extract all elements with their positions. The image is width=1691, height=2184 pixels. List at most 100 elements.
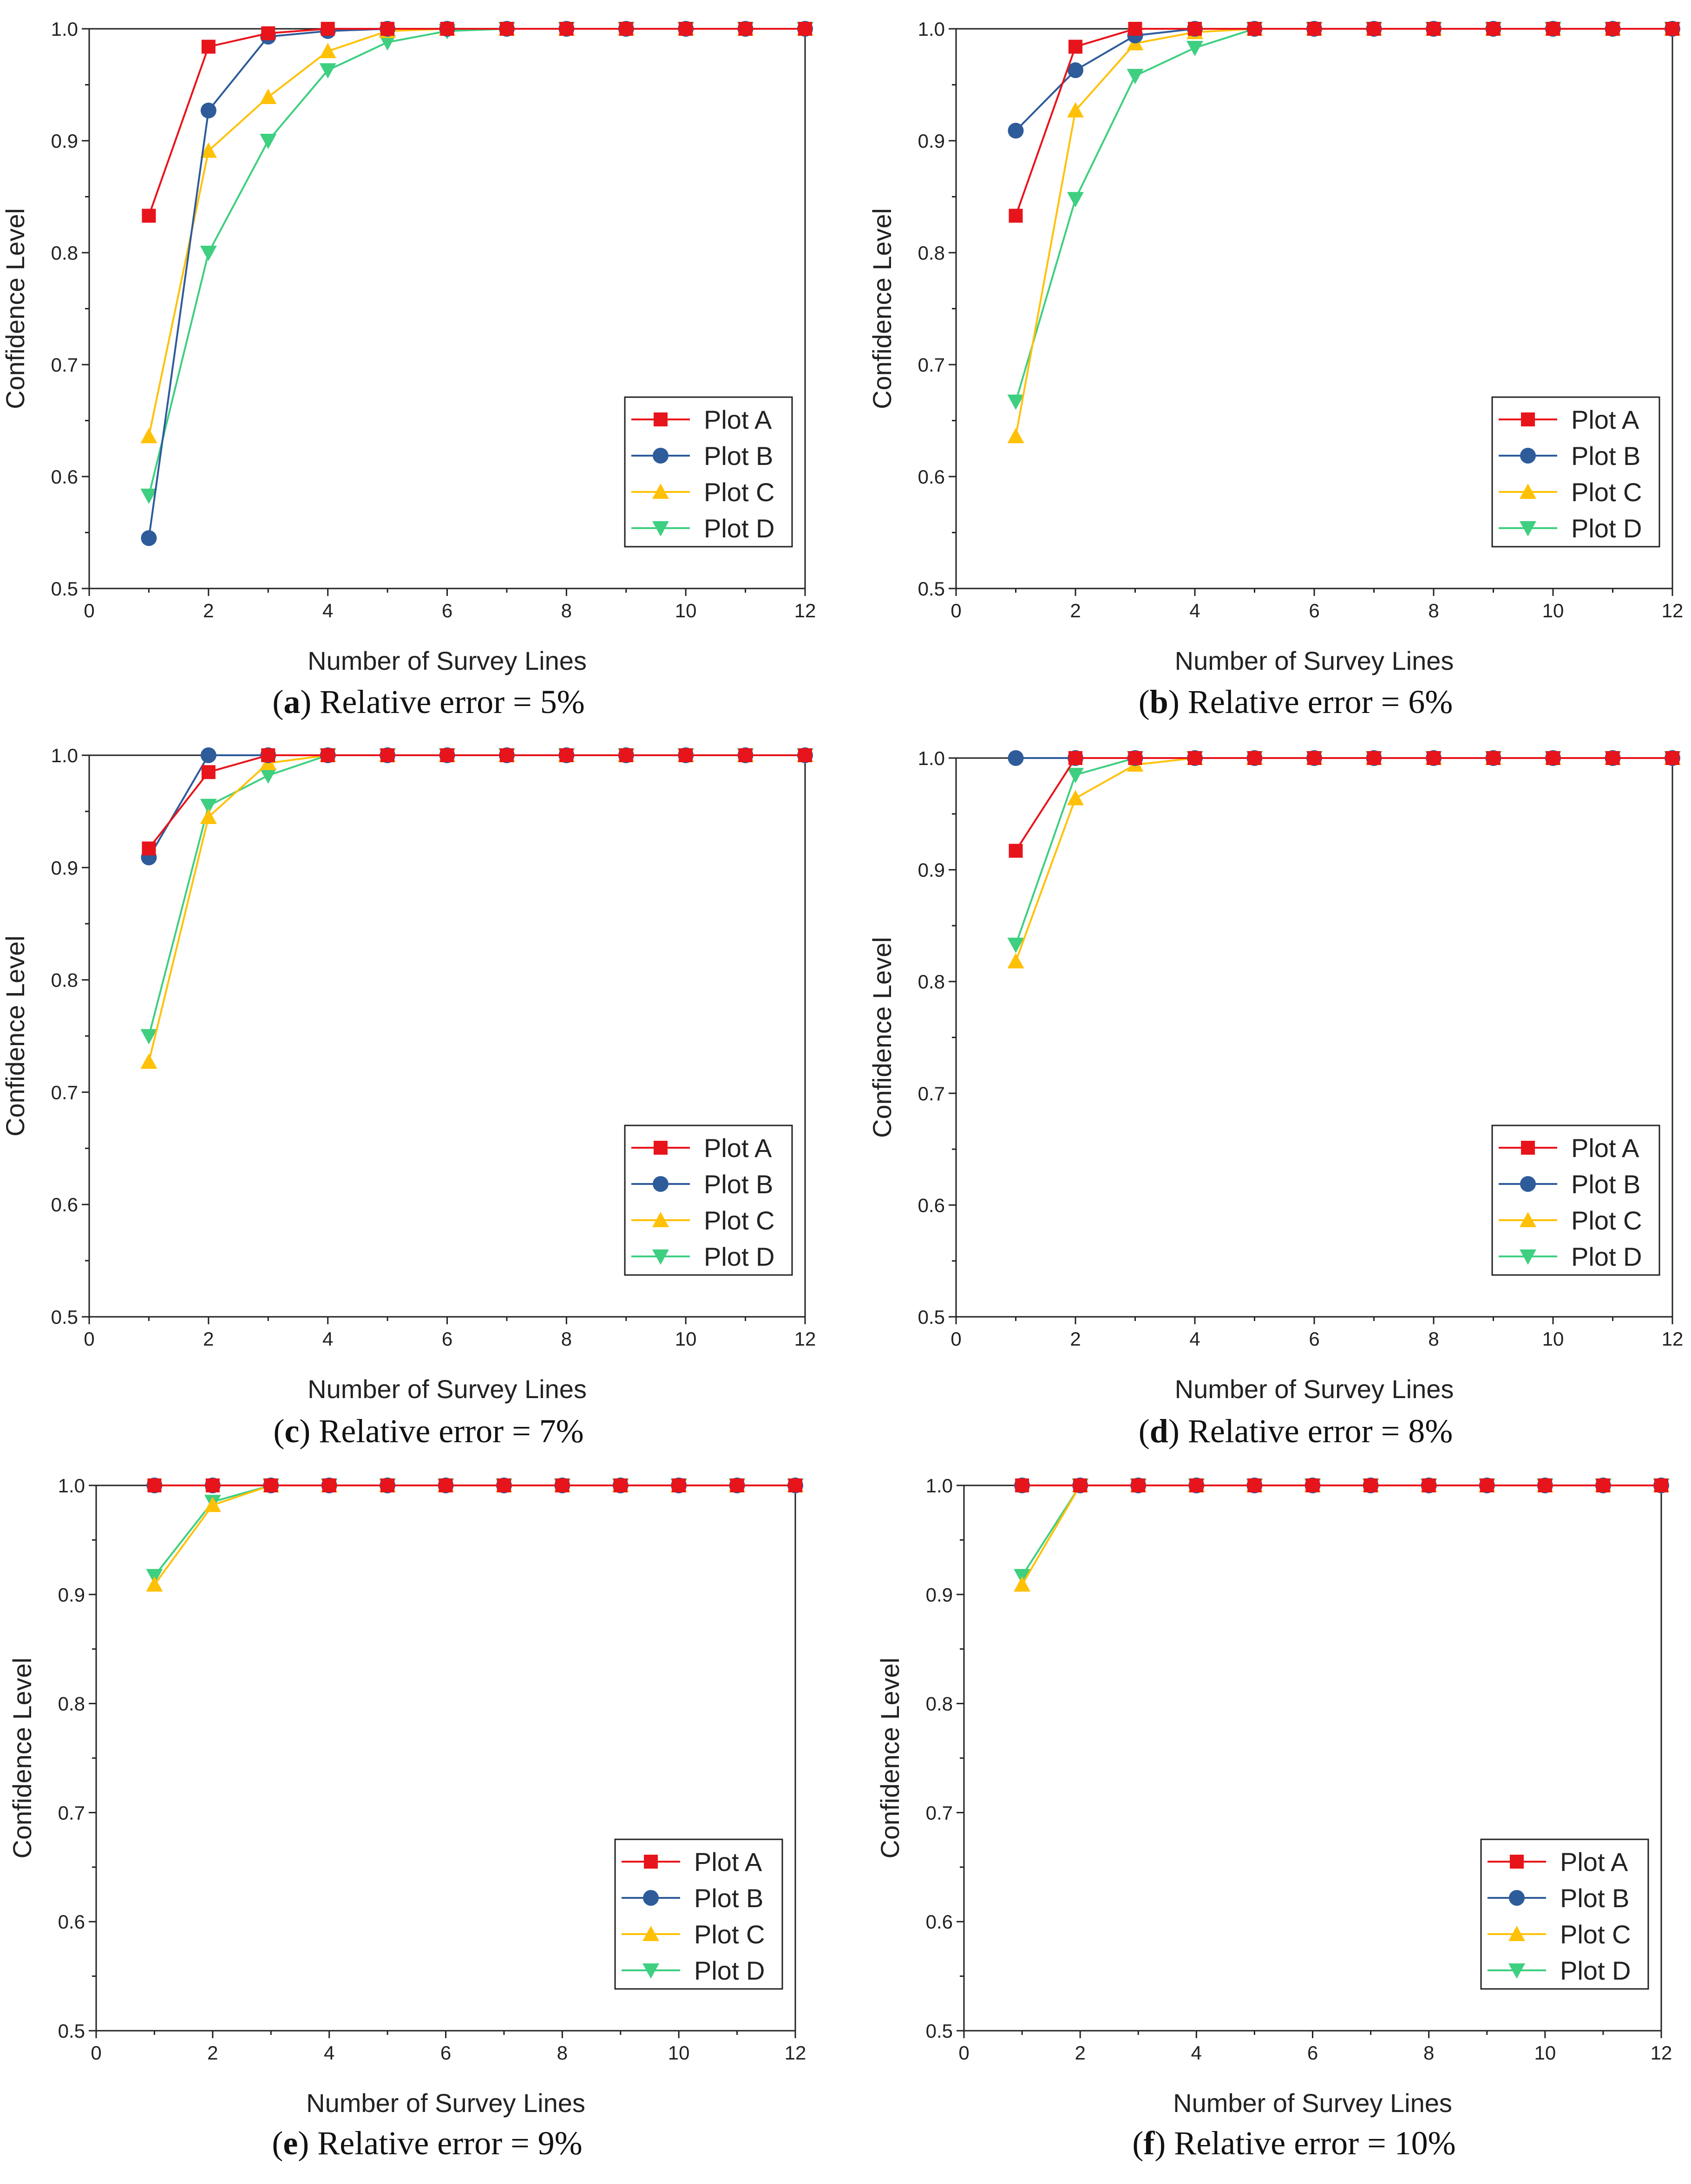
- y-tick-label: 1.0: [926, 1475, 953, 1497]
- x-tick-label: 2: [203, 600, 214, 621]
- legend: Plot A Plot B Plot C Plot D: [1481, 1839, 1648, 1989]
- data-point: [440, 748, 454, 762]
- series-line: [149, 755, 805, 849]
- data-point: [440, 22, 454, 36]
- data-point: [1008, 953, 1024, 968]
- series-plot-a: [1015, 1478, 1668, 1492]
- legend-label: Plot B: [1571, 1170, 1640, 1199]
- x-tick-label: 12: [794, 600, 816, 621]
- x-tick-label: 0: [84, 600, 94, 621]
- data-point: [497, 1478, 511, 1492]
- data-point: [500, 22, 514, 36]
- series-plot-b: [1008, 21, 1681, 138]
- x-tick-label: 0: [950, 600, 961, 621]
- legend-marker: [1521, 1141, 1535, 1155]
- series-line: [1016, 29, 1673, 131]
- series-line: [149, 29, 805, 436]
- panel-caption: (c) Relative error = 7%: [273, 1412, 583, 1450]
- y-tick-label: 1.0: [51, 745, 78, 766]
- y-tick-label: 0.5: [51, 578, 78, 600]
- data-point: [1487, 22, 1501, 36]
- legend-label: Plot B: [704, 1170, 773, 1199]
- caption-paren: (: [273, 1412, 284, 1450]
- series-plot-a: [147, 1478, 802, 1492]
- x-tick-label: 12: [1651, 2042, 1672, 2064]
- legend-label: Plot A: [704, 1133, 772, 1163]
- series-plot-c: [1008, 20, 1681, 443]
- legend-marker: [654, 412, 668, 426]
- data-point: [201, 747, 216, 763]
- y-axis-title: Confidence Level: [7, 1658, 37, 1859]
- y-tick-label: 0.9: [918, 859, 945, 881]
- series-plot-c: [1014, 1477, 1670, 1592]
- y-axis-title: Confidence Level: [867, 208, 897, 409]
- x-tick-label: 2: [207, 2042, 218, 2064]
- x-axis-title: Number of Survey Lines: [308, 646, 587, 675]
- data-point: [1009, 209, 1023, 222]
- data-point: [555, 1478, 569, 1492]
- legend-label: Plot C: [1560, 1920, 1631, 1949]
- x-tick-label: 4: [1191, 2042, 1202, 2064]
- data-point: [559, 748, 573, 762]
- data-point: [201, 103, 216, 118]
- legend-label: Plot B: [694, 1883, 763, 1913]
- x-tick-label: 8: [561, 1328, 572, 1350]
- legend: Plot A Plot B Plot C Plot D: [625, 1125, 792, 1275]
- caption-paren: (: [1132, 2125, 1143, 2162]
- data-point: [1248, 751, 1262, 765]
- x-tick-label: 4: [322, 600, 333, 621]
- x-tick-label: 0: [84, 1328, 94, 1350]
- y-tick-label: 0.7: [51, 1081, 78, 1103]
- data-point: [1606, 751, 1620, 765]
- y-tick-label: 0.5: [51, 1306, 78, 1328]
- legend-label: Plot A: [694, 1847, 762, 1877]
- chart-panel-f: 0 2 4 6 8 10 120.50.60.70.80.91.0Number of Sur…: [875, 1475, 1672, 2162]
- series-line: [1016, 29, 1673, 436]
- data-point: [140, 1053, 157, 1069]
- series-line: [1022, 1485, 1661, 1576]
- x-tick-label: 6: [1307, 2042, 1318, 2064]
- series-line: [1016, 758, 1673, 851]
- chart-panel-c: 0 2 4 6 8 10 120.50.60.70.80.91.0Number of Sur…: [0, 745, 816, 1450]
- data-point: [679, 748, 693, 762]
- legend: Plot A Plot B Plot C Plot D: [615, 1839, 782, 1989]
- series-plot-a: [142, 22, 812, 222]
- series-plot-d: [1008, 22, 1681, 410]
- y-axis-title: Confidence Level: [0, 208, 30, 409]
- data-point: [1367, 22, 1381, 36]
- data-point: [1480, 1478, 1494, 1492]
- x-axis-title: Number of Survey Lines: [1175, 646, 1454, 675]
- legend-marker: [653, 1176, 669, 1192]
- data-point: [1665, 751, 1679, 765]
- data-point: [798, 22, 812, 36]
- series-plot-a: [1009, 22, 1680, 222]
- data-point: [559, 22, 573, 36]
- data-point: [1186, 41, 1203, 56]
- legend-marker: [654, 1141, 668, 1155]
- data-point: [380, 748, 394, 762]
- y-axis-title: Confidence Level: [875, 1658, 904, 1859]
- data-point: [1188, 22, 1202, 36]
- data-point: [140, 428, 157, 443]
- series-line: [154, 1485, 795, 1585]
- legend: Plot A Plot B Plot C Plot D: [1492, 1125, 1659, 1275]
- legend-label: Plot C: [694, 1920, 765, 1949]
- legend-label: Plot B: [704, 441, 773, 471]
- y-tick-label: 0.8: [51, 242, 78, 264]
- y-tick-label: 0.5: [926, 2020, 953, 2042]
- y-tick-label: 1.0: [51, 18, 78, 40]
- data-point: [1068, 40, 1082, 54]
- data-point: [1364, 1478, 1378, 1492]
- x-tick-label: 6: [440, 2042, 451, 2064]
- legend-label: Plot A: [1571, 1133, 1639, 1163]
- y-tick-label: 0.7: [58, 1802, 85, 1824]
- data-point: [1546, 22, 1560, 36]
- series-plot-a: [142, 748, 812, 856]
- data-point: [1067, 192, 1084, 207]
- caption-paren: (: [1139, 1412, 1150, 1450]
- series-plot-c: [1008, 750, 1681, 968]
- y-axis-title: Confidence Level: [0, 935, 30, 1137]
- x-tick-label: 8: [1423, 2042, 1434, 2064]
- x-tick-label: 10: [1542, 1328, 1564, 1350]
- x-axis-title: Number of Survey Lines: [1173, 2088, 1452, 2118]
